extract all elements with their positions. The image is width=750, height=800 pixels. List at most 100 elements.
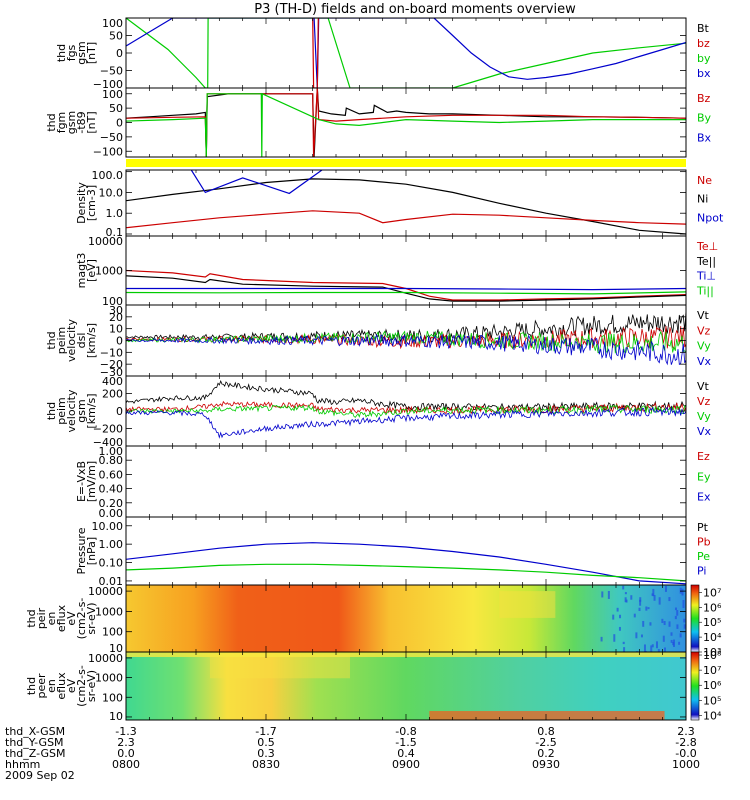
efield-frame (125, 445, 687, 518)
fgm-ytick-label: 50 (109, 102, 123, 115)
electron_spec-ylabel-line: en (45, 679, 58, 693)
electron_spec-spectrogram (126, 652, 686, 720)
ion-spec-speckle (670, 632, 673, 636)
density-legend-Ne: Ne (697, 174, 712, 187)
density-legend-Ni: Ni (697, 193, 708, 206)
efield-ytick-label: 1.00 (99, 445, 124, 458)
density-ytick-label: 100.0 (92, 169, 124, 182)
velocity_gsm-ytick-label: −400 (93, 436, 123, 449)
quality-flag-bar (126, 159, 686, 167)
velocity_gsm-legend-Vy: Vy (697, 410, 711, 423)
density-ylabel-line: [cm-3] (85, 185, 98, 221)
velocity_dsl-ylabel-line: dsl (75, 333, 88, 349)
fgs-ytick-label: −50 (100, 65, 123, 78)
orbit-row-value: 0900 (392, 758, 420, 771)
fgs-ytick-label: 100 (102, 17, 123, 30)
ion-spec-speckle (683, 618, 686, 623)
fgm-legend-Bz: Bz (697, 92, 711, 105)
temperature-series-Te|| (126, 275, 686, 302)
efield-ytick-label: 0.60 (99, 468, 124, 481)
ion-spec-speckle (663, 647, 666, 652)
density-ytick-label: 10.0 (99, 186, 124, 199)
fgs-ytick-label: 50 (109, 30, 123, 43)
efield-legend-Ex: Ex (697, 491, 711, 504)
ion-spec-speckle (679, 633, 682, 638)
orbit-row-value: -1.7 (255, 725, 276, 738)
velocity_gsm-series-Vx (126, 406, 686, 439)
ion-spec-speckle (649, 622, 652, 626)
temperature-series-Ti|| (126, 291, 686, 295)
ion-spec-speckle (650, 645, 653, 652)
efield-ytick-label: 0.40 (99, 483, 124, 496)
electron_spec-ylabel-line: (cm2-s- (75, 665, 88, 707)
orbit-row-value: 0.8 (537, 725, 555, 738)
velocity_gsm-legend-Vz: Vz (697, 395, 711, 408)
ion-spec-speckle (624, 592, 627, 595)
ion-spec-speckle (672, 642, 675, 646)
ion_spec-ytick-label: 10 (109, 642, 123, 655)
orbit-row-value: 0930 (532, 758, 560, 771)
fgs-legend-bx: bx (697, 67, 711, 80)
ion_spec-ytick-label: 1000 (95, 605, 123, 618)
efield-legend-Ey: Ey (697, 470, 711, 483)
fgm-ytick-label: 100 (102, 88, 123, 101)
electron_spec-ylabel-line: eV (65, 678, 78, 693)
pressure-ytick-label: 0.01 (99, 575, 124, 588)
efield-ytick-label: 0.00 (99, 507, 124, 520)
electron-spec-low-energy-band (429, 711, 665, 720)
orbit-row-value: -2.8 (675, 736, 696, 749)
fgm-ylabel-line: fgm (55, 112, 68, 134)
ion_spec-ylabel-line: en (45, 612, 58, 626)
pressure-ylabel-line: [nPa] (85, 537, 98, 565)
ion-spec-speckle (651, 644, 654, 648)
electron_spec-ytick-label: 10000 (88, 652, 123, 665)
fgm-series-Bx (126, 92, 686, 157)
fgm-legend-By: By (697, 112, 712, 125)
velocity_gsm-series-Vz (126, 400, 686, 415)
temperature-legend-Te⊥: Te⊥ (696, 240, 718, 253)
ion-spec-speckle (642, 620, 645, 627)
ion_spec-ylabel-line: eV (65, 611, 78, 626)
ion-spec-speckle (635, 632, 638, 639)
velocity_gsm-legend-Vt: Vt (697, 380, 710, 393)
electron_spec-ytick-label: 10 (109, 710, 123, 723)
plot-title: P3 (TH-D) fields and on-board moments ov… (254, 2, 576, 17)
ion-spec-speckle (613, 634, 616, 642)
electron_spec-colorbar-scale (690, 651, 700, 721)
velocity_dsl-series-Vx (126, 333, 686, 366)
electron_spec-colorbar-tick-label: 10⁵ (703, 694, 721, 707)
velocity_dsl-ytick-label: 0 (116, 335, 123, 348)
ion-spec-speckle (607, 590, 610, 599)
temperature-ytick-label: 1000 (95, 265, 123, 278)
fgm-ylabel-line: -t89 (75, 111, 88, 133)
density-ytick-label: 1.0 (106, 207, 124, 220)
velocity_dsl-legend-Vx: Vx (697, 355, 712, 368)
ion_spec-ylabel-line: sr-eV) (85, 602, 98, 634)
velocity_dsl-ylabel-line: thd (45, 331, 58, 349)
ion-spec-speckle (639, 599, 642, 606)
orbit-row-value: 0.2 (537, 747, 555, 760)
velocity_gsm-ytick-label: 0 (116, 405, 123, 418)
velocity_dsl-series-Vz (126, 325, 686, 350)
fgm-series-Bz (126, 88, 686, 157)
velocity_dsl-series-group (126, 310, 686, 366)
ion-spec-speckle (600, 636, 603, 642)
density-series-Npot (190, 170, 323, 195)
electron_spec-ylabel-line: sr-eV) (85, 670, 98, 702)
velocity_dsl-series-Vy (126, 330, 686, 354)
efield-ylabel-line: [mV/m] (85, 461, 98, 502)
velocity_gsm-series-group (126, 380, 686, 439)
orbit-row-value: 2.3 (117, 736, 135, 749)
velocity_dsl-ytick-label: −20 (100, 358, 123, 371)
temperature-series-Ti⊥ (126, 287, 686, 291)
temperature-series-Te⊥ (126, 269, 686, 301)
temperature-ylabel-line: [eV] (85, 259, 98, 282)
efield-ytick-label: 0.80 (99, 454, 124, 467)
velocity_dsl-legend-Vz: Vz (697, 324, 711, 337)
ion-spec-speckle (623, 647, 626, 652)
velocity_gsm-ylabel-line: thd (45, 402, 58, 420)
ion_spec-ylabel-line: thd (25, 609, 38, 627)
electron_spec-colorbar-tick-label: 10⁸ (703, 649, 722, 662)
velocity_dsl-ytick-label: 10 (109, 323, 123, 336)
